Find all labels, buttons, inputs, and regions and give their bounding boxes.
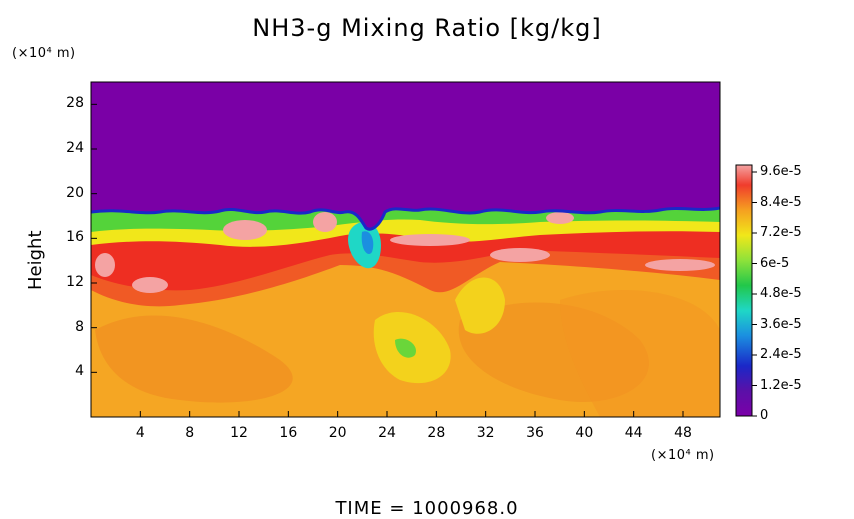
- pink-blob-7: [132, 277, 168, 293]
- colorbar: [735, 164, 753, 417]
- y-tick-label: 28: [66, 95, 84, 112]
- pink-blob-1: [223, 220, 267, 240]
- chart-title: NH3-g Mixing Ratio [kg/kg]: [252, 14, 602, 42]
- x-tick-label: 8: [185, 425, 195, 441]
- x-tick-label: 20: [328, 425, 347, 441]
- colorbar-tick-label: 7.2e-5: [760, 225, 802, 240]
- x-tick-label: 40: [575, 425, 594, 441]
- x-tick-label: 16: [279, 425, 298, 441]
- x-tick-marks: [139, 411, 684, 417]
- pink-blob-3: [390, 234, 470, 246]
- time-footer: TIME = 1000968.0: [0, 498, 854, 519]
- colorbar-tick-label: 0: [760, 408, 769, 423]
- pink-blob-4: [490, 248, 550, 262]
- plot-frame: [90, 81, 721, 418]
- pink-blob-8: [95, 253, 115, 277]
- colorbar-tick-label: 1.2e-5: [760, 377, 802, 393]
- colorbar-tick-label: 9.6e-5: [760, 164, 802, 179]
- pink-blob-6: [645, 259, 715, 271]
- x-tick-label: 24: [378, 425, 396, 441]
- x-tick-label: 36: [526, 425, 544, 441]
- blue-pocket: [361, 231, 374, 254]
- swirl-1: [95, 315, 293, 403]
- y-axis-unit: (×10⁴ m): [12, 46, 76, 61]
- y-tick-label: 20: [66, 184, 84, 201]
- colorbar-tick-label: 3.6e-5: [760, 316, 802, 332]
- heatmap-field: [91, 82, 720, 417]
- y-tick-label: 16: [66, 229, 84, 246]
- y-tick-label: 24: [66, 140, 84, 156]
- x-tick-label: 4: [135, 425, 145, 441]
- boundary-edge: [91, 206, 720, 231]
- y-tick-label: 12: [66, 274, 84, 290]
- upper-region: [91, 82, 720, 230]
- colorbar-tick-marks: [752, 171, 757, 417]
- colorbar-tick-label: 2.4e-5: [760, 347, 802, 362]
- y-tick-marks: [91, 103, 97, 373]
- x-tick-label: 32: [476, 425, 495, 441]
- yellow-patch-2: [455, 277, 505, 334]
- time-equals: =: [389, 498, 406, 519]
- colorbar-tick-label: 4.8e-5: [760, 286, 802, 301]
- y-tick-label: 8: [75, 318, 84, 335]
- x-tick-label: 28: [427, 425, 446, 441]
- colorbar-tick-label: 8.4e-5: [760, 194, 802, 210]
- time-label: TIME: [335, 498, 383, 519]
- x-axis-unit: (×10⁴ m): [651, 448, 715, 463]
- colorbar-tick-label: 6e-5: [760, 255, 790, 271]
- time-value: 1000968.0: [412, 498, 519, 519]
- x-tick-label: 12: [230, 425, 248, 441]
- x-tick-label: 48: [674, 425, 692, 441]
- pink-blob-5: [546, 212, 574, 224]
- green-patch-low: [395, 338, 416, 358]
- y-tick-label: 4: [75, 363, 84, 380]
- pink-blob-2: [313, 212, 337, 232]
- x-tick-label: 44: [624, 425, 643, 441]
- swirl-3: [560, 290, 720, 417]
